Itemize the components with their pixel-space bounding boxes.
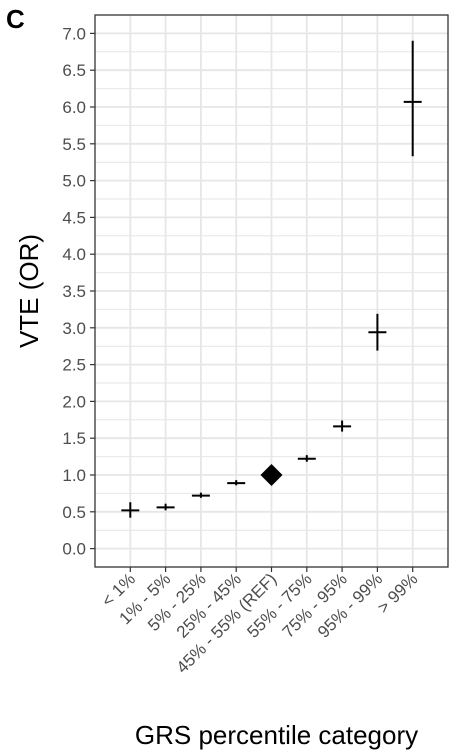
y-tick-label: 4.5 <box>62 208 86 227</box>
y-tick-label: 3.5 <box>62 282 86 301</box>
panel-label: C <box>6 4 25 34</box>
y-tick-label: 7.0 <box>62 24 86 43</box>
reference-point-marker <box>260 464 283 486</box>
y-tick-label: 2.5 <box>62 356 86 375</box>
y-tick-label: 6.5 <box>62 61 86 80</box>
y-tick-label: 1.5 <box>62 429 86 448</box>
axis-layer: 0.0 0.5 1.0 1.5 2.0 2.5 3.0 3.5 4.0 4.5 5.0 5.5 6.0 6… <box>62 24 421 677</box>
y-tick-label: 3.0 <box>62 319 86 338</box>
y-tick-label: 0.0 <box>62 540 86 559</box>
y-tick-label: 2.0 <box>62 392 86 411</box>
x-tick-label: > 99% <box>374 569 422 617</box>
grid-layer <box>95 15 448 567</box>
y-axis-title: VTE (OR) <box>14 234 44 348</box>
y-tick-label: 5.5 <box>62 135 86 154</box>
y-tick-label: 4.0 <box>62 245 86 264</box>
x-axis-title: GRS percentile category <box>135 720 418 750</box>
y-tick-label: 0.5 <box>62 503 86 522</box>
y-tick-label: 6.0 <box>62 98 86 117</box>
marks-layer <box>121 40 422 518</box>
y-tick-label: 5.0 <box>62 172 86 191</box>
y-tick-label: 1.0 <box>62 466 86 485</box>
